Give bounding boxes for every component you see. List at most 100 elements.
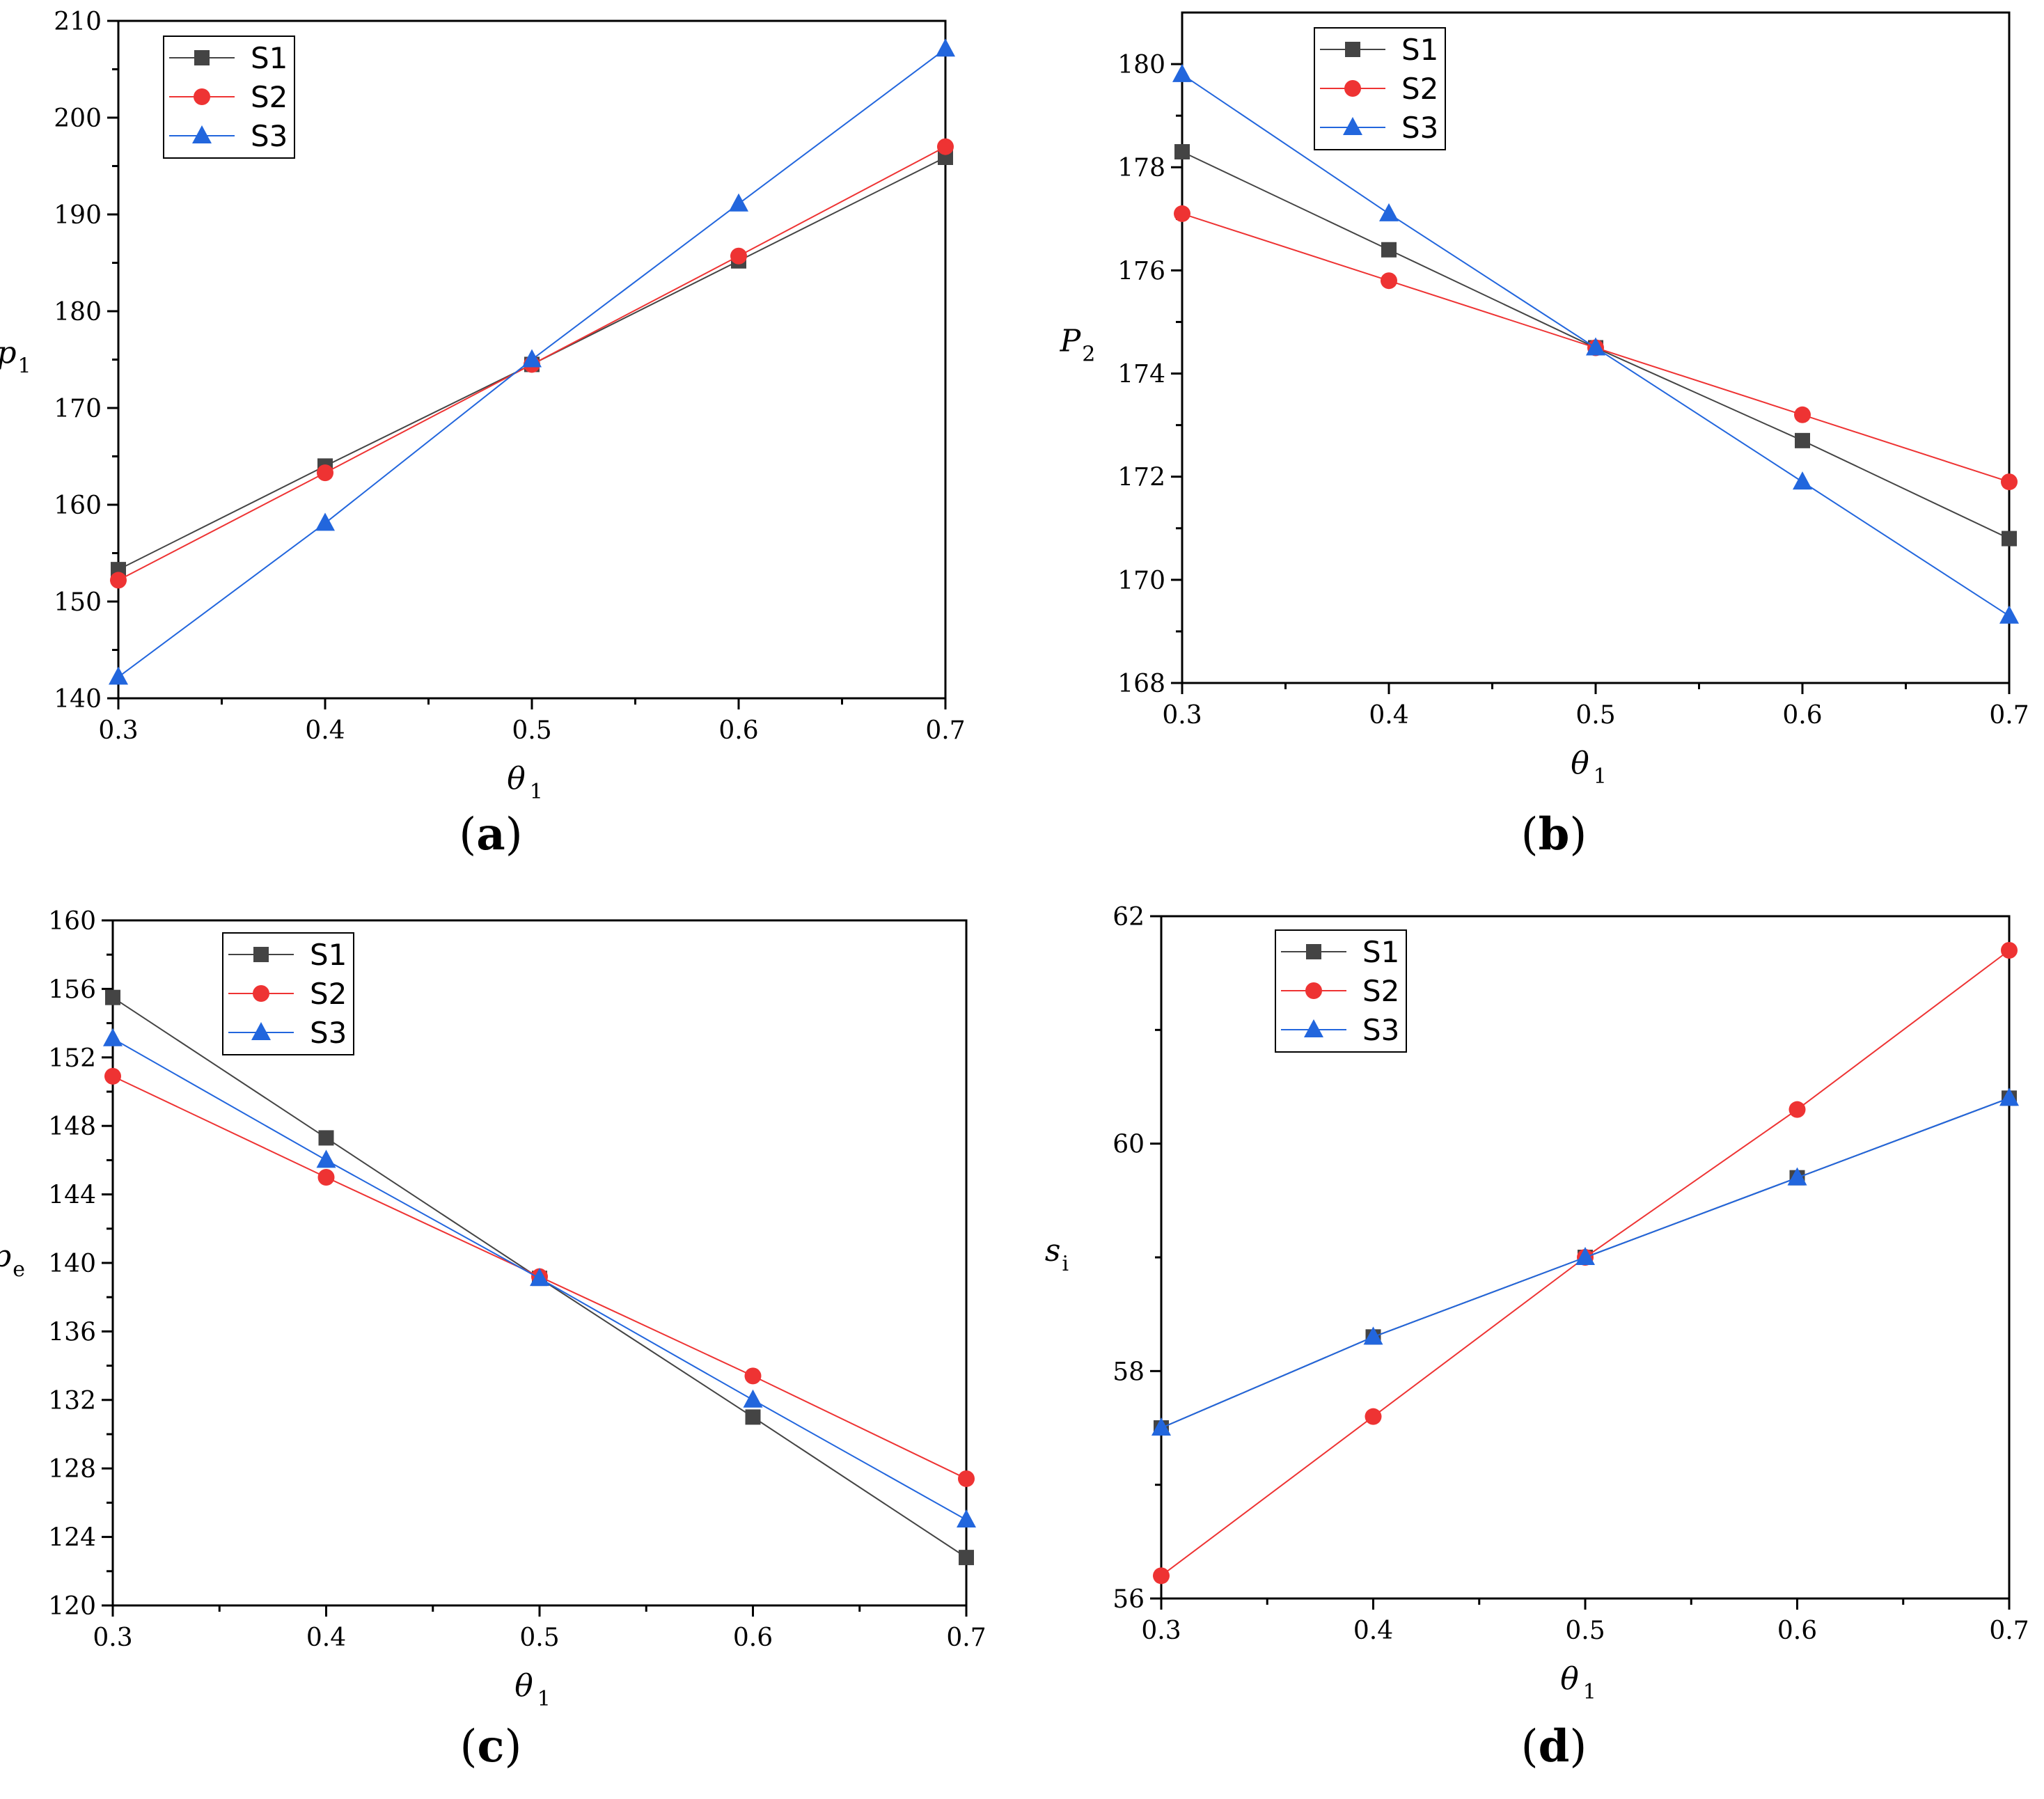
data-point-S3 <box>729 193 748 212</box>
legend-label-S1: S1 <box>1401 33 1438 67</box>
data-point-S2 <box>2001 942 2018 959</box>
data-point-S3 <box>957 1509 976 1527</box>
chart-panel-b: 0.3 0.4 0.5 0.6 0.7 168 170 172 174 176 178 180 S1 S2… <box>1060 11 2029 861</box>
y-tick-label: 60 <box>1113 1131 1145 1159</box>
y-tick-label: 132 <box>48 1387 96 1415</box>
legend: S1 S2 S3 <box>1275 929 1407 1053</box>
legend-marker-S2 <box>253 985 269 1002</box>
series-S3 <box>1172 63 2019 624</box>
y-axis-title: p1 <box>0 336 31 379</box>
data-point-S3 <box>743 1389 763 1408</box>
data-point-S1 <box>745 1409 761 1425</box>
y-axis-symbol: s <box>1045 1233 1061 1268</box>
y-tick-label: 168 <box>1117 670 1165 698</box>
x-tick-label: 0.5 <box>512 716 551 745</box>
y-tick-label: 152 <box>48 1044 96 1073</box>
y-tick-label: 190 <box>54 201 102 230</box>
data-point-S2 <box>1788 1101 1806 1118</box>
data-point-S3 <box>316 1149 336 1168</box>
data-point-S2 <box>1794 406 1811 423</box>
legend-marker-S3 <box>251 1022 271 1040</box>
data-point-S1 <box>2002 531 2017 547</box>
legend: S1 S2 S3 <box>222 932 354 1055</box>
x-axis-symbol: θ <box>1560 1661 1579 1697</box>
y-tick-label: 58 <box>1113 1358 1145 1386</box>
legend-label-S2: S2 <box>310 977 347 1011</box>
y-axis-subscript: 1 <box>18 354 31 379</box>
x-tick-label: 0.7 <box>925 716 965 745</box>
y-tick-label: 128 <box>48 1455 96 1484</box>
y-tick-label: 180 <box>1117 51 1165 79</box>
x-tick-label: 0.3 <box>98 716 138 745</box>
x-tick-label: 0.5 <box>1575 701 1615 730</box>
y-tick-label: 174 <box>1117 361 1165 389</box>
data-point-S2 <box>317 1169 335 1186</box>
legend-marker-S1 <box>253 947 269 962</box>
x-tick-label: 0.6 <box>1777 1617 1817 1645</box>
legend: S1 S2 S3 <box>1314 27 1446 150</box>
legend-label-S1: S1 <box>1362 935 1399 969</box>
y-tick-label: 136 <box>48 1318 96 1346</box>
y-tick-label: 178 <box>1117 154 1165 182</box>
data-point-S2 <box>2001 473 2018 491</box>
data-point-S1 <box>1174 144 1190 160</box>
data-point-S3 <box>315 512 335 531</box>
x-axis-symbol: θ <box>514 1668 533 1704</box>
legend-label-S2: S2 <box>1362 974 1399 1008</box>
x-axis-symbol: θ <box>507 761 526 796</box>
y-tick-label: 170 <box>54 395 102 423</box>
legend-label-S3: S3 <box>310 1016 347 1050</box>
data-point-S3 <box>1575 1247 1595 1265</box>
y-tick-label: 176 <box>1117 257 1165 285</box>
panel-caption-letter: d <box>1539 1720 1570 1773</box>
data-point-S3 <box>1151 1417 1171 1436</box>
data-point-S3 <box>103 1028 123 1046</box>
data-point-S2 <box>110 572 127 589</box>
data-point-S3 <box>1999 1087 2019 1106</box>
x-tick-label: 0.7 <box>1989 701 2029 730</box>
y-tick-label: 180 <box>54 298 102 327</box>
x-tick-label: 0.5 <box>1565 1617 1605 1645</box>
chart-panel-d: 0.3 0.4 0.5 0.6 0.7 56 58 60 62 S1 S2 S3 θ 1 si (d) <box>1045 903 2029 1773</box>
chart-panel-c: 0.3 0.4 0.5 0.6 0.7 120 124 128 132 136 140 144 148 1… <box>0 907 986 1773</box>
panel-caption-letter: c <box>478 1720 505 1773</box>
data-point-S3 <box>109 666 128 685</box>
x-tick-label: 0.7 <box>946 1624 986 1652</box>
panel-caption: (a) <box>459 808 522 861</box>
y-axis-symbol: p <box>0 336 17 371</box>
legend: S1 S2 S3 <box>163 36 295 159</box>
x-tick-label: 0.4 <box>1353 1617 1393 1645</box>
x-tick-label: 0.4 <box>306 1624 346 1652</box>
y-tick-label: 124 <box>48 1524 96 1553</box>
y-tick-label: 140 <box>48 1250 96 1278</box>
x-tick-label: 0.3 <box>1162 701 1202 730</box>
y-axis-symbol: p <box>0 1239 11 1274</box>
panel-caption: (c) <box>460 1720 522 1773</box>
y-tick-label: 170 <box>1117 567 1165 595</box>
data-point-S2 <box>744 1367 762 1385</box>
data-point-S1 <box>105 989 120 1005</box>
data-point-S2 <box>1153 1567 1170 1585</box>
panel-caption: (b) <box>1521 808 1587 861</box>
y-axis-subscript: e <box>13 1257 25 1282</box>
legend-marker-S3 <box>192 125 212 143</box>
data-point-S3 <box>1172 63 1192 82</box>
y-tick-label: 200 <box>54 104 102 133</box>
x-tick-label: 0.6 <box>733 1624 773 1652</box>
data-point-S2 <box>1381 272 1397 290</box>
x-tick-label: 0.3 <box>1141 1617 1181 1645</box>
data-point-S1 <box>959 1550 974 1566</box>
data-point-S2 <box>958 1470 975 1487</box>
series-S3 <box>109 38 955 685</box>
data-point-S3 <box>522 349 542 368</box>
x-axis-subscript: 1 <box>530 780 543 804</box>
legend-marker-S2 <box>1305 982 1322 999</box>
y-tick-label: 172 <box>1117 464 1165 492</box>
series-S3 <box>1151 1087 2019 1436</box>
data-point-S3 <box>1793 471 1812 490</box>
legend-label-S3: S3 <box>1362 1013 1399 1047</box>
